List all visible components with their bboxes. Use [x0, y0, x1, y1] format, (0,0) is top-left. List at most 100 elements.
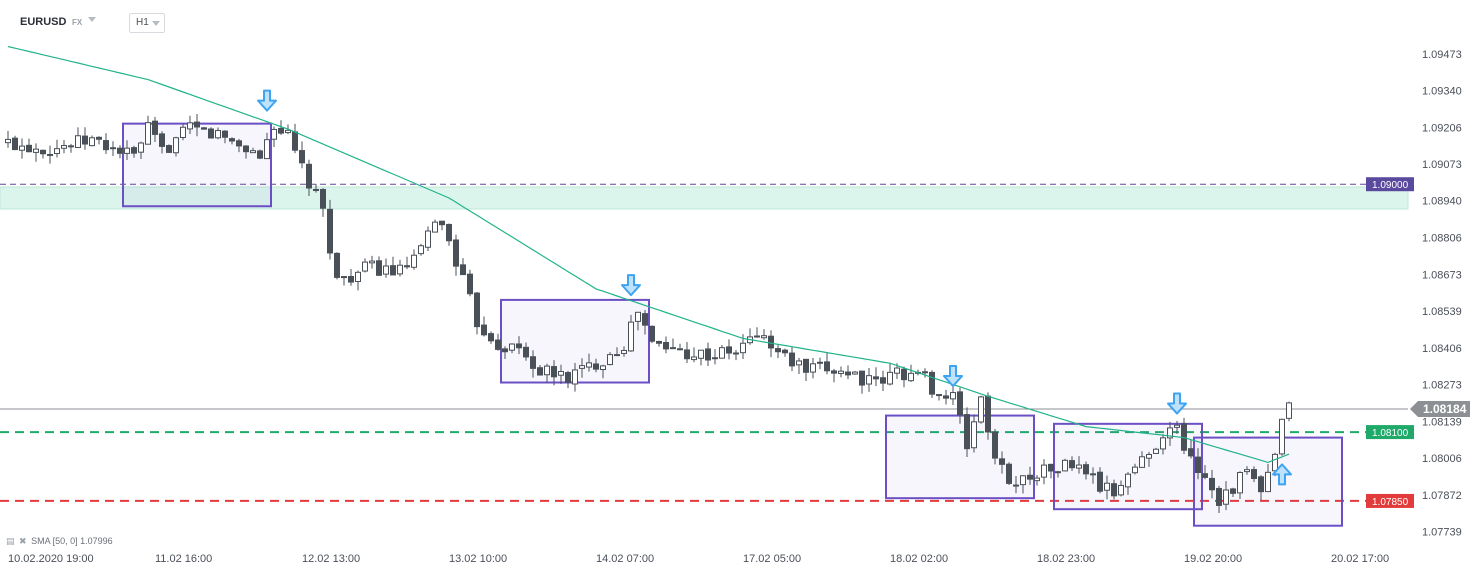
candle [110, 141, 116, 157]
candle [705, 342, 711, 367]
candle-body [845, 371, 851, 376]
candle [47, 145, 53, 164]
candle-body [600, 365, 606, 371]
candle [565, 370, 571, 389]
candle-body [572, 369, 578, 385]
candle-body [992, 431, 998, 459]
candle-body [383, 265, 389, 275]
candle-body [439, 220, 445, 226]
candle [439, 220, 445, 231]
candle [656, 340, 662, 347]
price-tag-text: 1.08184 [1423, 402, 1467, 416]
indicator-icon[interactable]: ▤ [6, 536, 15, 546]
sma-legend[interactable]: ▤ ✖ SMA [50, 0] 1.07996 [6, 536, 113, 547]
candle [1286, 401, 1292, 422]
candle [96, 136, 102, 145]
candle-body [894, 367, 900, 374]
candle [1125, 472, 1131, 495]
candle [117, 145, 123, 159]
candle [250, 147, 256, 154]
candle [460, 258, 466, 276]
candle [152, 116, 158, 142]
candle [964, 407, 970, 457]
candle [26, 138, 32, 153]
candle [1279, 418, 1285, 456]
candle-body [1272, 453, 1278, 472]
candle-body [236, 140, 242, 147]
close-icon[interactable]: ✖ [19, 536, 27, 546]
candle-body [999, 458, 1005, 465]
candle [754, 327, 760, 338]
x-tick-label: 18.02 23:00 [1037, 553, 1095, 565]
timeframe-select[interactable]: H1 [129, 13, 165, 33]
arrow-down-icon [257, 89, 277, 112]
candle-body [411, 254, 417, 268]
candle [488, 331, 494, 344]
candle-body [166, 145, 172, 153]
candle-body [222, 130, 228, 138]
chevron-down-icon[interactable] [88, 17, 96, 22]
candle [1069, 456, 1075, 472]
candle [1167, 421, 1173, 446]
candle [173, 136, 179, 157]
candle-body [138, 142, 144, 153]
candle [481, 316, 487, 337]
chevron-down-icon [152, 21, 160, 26]
candle [502, 346, 508, 359]
candle [719, 344, 725, 359]
candle [1146, 451, 1152, 467]
candle-body [754, 335, 760, 338]
candle [880, 370, 886, 391]
candle-body [47, 153, 53, 156]
candle [831, 368, 837, 383]
candle [390, 256, 396, 276]
candle [1188, 439, 1194, 459]
candle [124, 140, 130, 161]
candle [355, 270, 361, 291]
candle [712, 349, 718, 365]
candle [1160, 434, 1166, 455]
candle-body [334, 252, 340, 278]
candle [159, 131, 165, 154]
candle-body [621, 349, 627, 354]
candle-body [726, 346, 732, 354]
candle [558, 364, 564, 384]
candle [733, 350, 739, 361]
candle-body [761, 335, 767, 339]
candle-body [768, 335, 774, 349]
candle-body [425, 230, 431, 248]
candle [908, 364, 914, 382]
market-type-label: FX [72, 18, 83, 27]
candle [1244, 466, 1250, 475]
candle-body [1139, 456, 1145, 468]
candle-body [362, 261, 368, 272]
candle-body [1034, 477, 1040, 482]
candle [89, 135, 95, 147]
candle-body [1230, 488, 1236, 494]
candle-body [481, 324, 487, 336]
candle [411, 249, 417, 270]
candle [523, 342, 529, 361]
candle [1251, 466, 1257, 483]
candle [1202, 465, 1208, 480]
candle [166, 144, 172, 154]
candle-body [446, 223, 452, 242]
candle [145, 115, 151, 145]
y-tick-label: 1.08139 [1422, 416, 1462, 428]
candle [446, 223, 452, 246]
candle-body [1027, 474, 1033, 480]
candle [1265, 463, 1271, 493]
candle [635, 311, 641, 331]
candle-body [250, 150, 256, 154]
candle [726, 339, 732, 360]
candle-body [180, 126, 186, 138]
candle-body [628, 321, 634, 352]
candle-body [509, 343, 515, 351]
symbol-label[interactable]: EURUSD [20, 16, 67, 28]
candle [215, 127, 221, 140]
candle-body [733, 352, 739, 355]
candle [1027, 466, 1033, 485]
candle [1097, 467, 1103, 494]
